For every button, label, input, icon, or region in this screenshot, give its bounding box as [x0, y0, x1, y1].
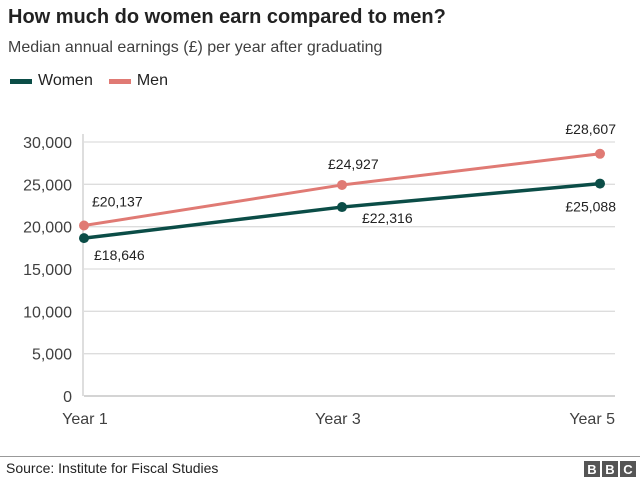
data-label-men: £24,927: [328, 156, 379, 172]
chart-title: How much do women earn compared to men?: [8, 6, 446, 28]
data-label-men: £28,607: [565, 121, 616, 137]
data-point-men: [337, 179, 347, 190]
data-point-men: [595, 148, 605, 159]
y-tick-label: 10,000: [23, 304, 72, 321]
y-tick-label: 5,000: [32, 347, 72, 364]
data-point-women: [337, 202, 347, 213]
y-tick-label: 15,000: [23, 262, 72, 279]
source-note: Source: Institute for Fiscal Studies: [6, 460, 219, 476]
legend-item-women: Women: [10, 72, 93, 90]
footer-divider: [0, 456, 640, 457]
legend-label-men: Men: [136, 72, 168, 89]
data-label-women: £25,088: [565, 199, 616, 215]
data-point-men: [79, 220, 89, 231]
chart-subtitle: Median annual earnings (£) per year afte…: [8, 39, 383, 56]
bbc-logo-letter: C: [620, 461, 636, 477]
bbc-logo-letter: B: [584, 461, 600, 477]
x-tick-label: Year 1: [62, 411, 108, 428]
data-point-women: [595, 178, 605, 189]
bbc-logo: B B C: [584, 461, 636, 477]
legend-swatch-men: [108, 78, 131, 84]
x-tick-label: Year 3: [315, 411, 361, 428]
line-chart: 0 5,000 10,000 15,000 20,000 25,000 30,000 Year…: [23, 121, 616, 428]
data-label-women: £18,646: [94, 247, 145, 263]
bbc-logo-letter: B: [602, 461, 618, 477]
data-label-women: £22,316: [362, 210, 413, 226]
y-tick-label: 25,000: [23, 177, 72, 194]
data-point-women: [79, 233, 89, 244]
legend-label-women: Women: [38, 72, 93, 89]
legend-item-men: Men: [108, 72, 168, 90]
legend-swatch-women: [10, 78, 32, 84]
y-tick-label: 0: [63, 389, 72, 406]
x-tick-label: Year 5: [569, 411, 615, 428]
legend: Women Men: [10, 72, 168, 90]
y-tick-label: 30,000: [23, 135, 72, 152]
y-tick-label: 20,000: [23, 220, 72, 237]
data-label-men: £20,137: [92, 194, 143, 210]
